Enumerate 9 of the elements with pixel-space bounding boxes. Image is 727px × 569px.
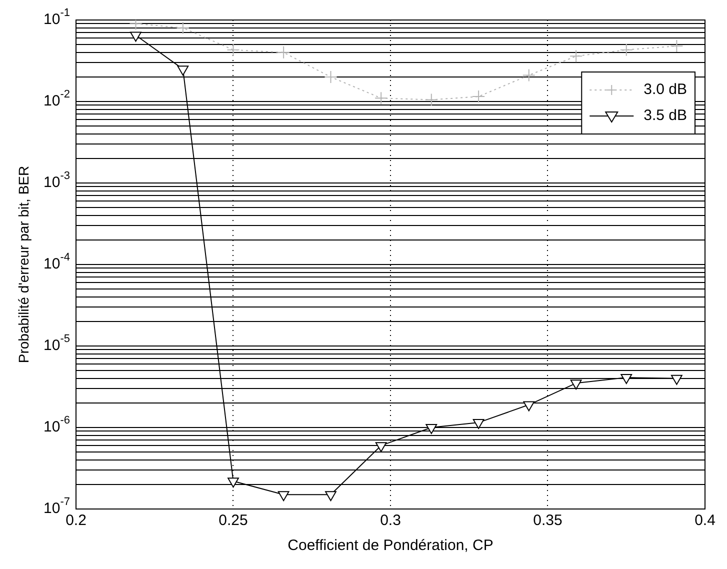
- legend-label: 3.5 dB: [644, 107, 687, 124]
- y-axis-title: Probabilité d'erreur par bit, BER: [15, 166, 32, 364]
- x-axis-title: Coefficient de Pondération, CP: [288, 537, 494, 554]
- x-tick-label: 0.4: [694, 512, 716, 530]
- legend-label: 3.0 dB: [644, 81, 687, 98]
- x-tick-label: 0.3: [380, 512, 401, 530]
- x-tick-label: 0.35: [533, 512, 562, 530]
- x-tick-label: 0.25: [218, 512, 248, 530]
- x-tick-label: 0.2: [66, 512, 86, 530]
